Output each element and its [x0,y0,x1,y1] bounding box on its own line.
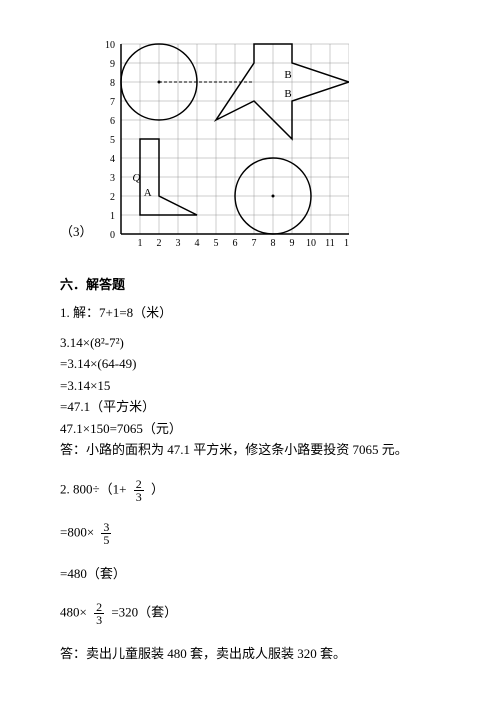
frac2-num: 3 [101,521,111,534]
fraction-3: 2 3 [94,601,104,626]
svg-text:6: 6 [110,116,115,127]
svg-text:3: 3 [175,238,180,249]
q2-l1-prefix: 2. 800÷（1+ [60,481,126,496]
frac3-den: 3 [94,614,104,626]
q2-line1: 2. 800÷（1+ 2 3 ） [60,478,440,503]
svg-text:1: 1 [110,211,115,222]
svg-text:5: 5 [213,238,218,249]
q1-line3: =3.14×(64-49) [60,354,440,374]
svg-text:1: 1 [137,238,142,249]
svg-text:12: 12 [344,238,349,249]
q2-l4-pre: 480× [60,604,87,619]
q1-line1: 1. 解：7+1=8（米） [60,303,440,323]
frac1-den: 3 [134,491,144,503]
q1-line5: =47.1（平方米） [60,397,440,417]
svg-text:7: 7 [251,238,256,249]
q1-line2: 3.14×(8²-7²) [60,333,440,353]
svg-text:10: 10 [105,40,115,51]
svg-text:B: B [284,69,291,81]
svg-text:6: 6 [232,238,237,249]
q2-l4-post: =320（套） [111,604,177,619]
q1-line4: =3.14×15 [60,376,440,396]
svg-text:0: 0 [110,230,115,241]
svg-text:9: 9 [110,59,115,70]
fraction-1: 2 3 [134,478,144,503]
frac1-num: 2 [134,478,144,491]
grid-figure: 123456789101112012345678910AQBB [99,40,349,250]
svg-text:A: A [143,187,151,199]
svg-text:9: 9 [289,238,294,249]
svg-text:3: 3 [110,173,115,184]
q2-answer: 答：卖出儿童服装 480 套，卖出成人服装 320 套。 [60,644,440,664]
svg-text:11: 11 [325,238,335,249]
q2-line2: =800× 3 5 [60,521,440,546]
frac2-den: 5 [101,534,111,546]
q1-line6: 47.1×150=7065（元） [60,419,440,439]
section-heading: 六．解答题 [60,274,440,293]
svg-text:B: B [284,88,291,100]
q2-line3: =480（套） [60,564,440,584]
svg-text:4: 4 [194,238,199,249]
svg-text:2: 2 [110,192,115,203]
svg-text:2: 2 [156,238,161,249]
svg-text:8: 8 [110,78,115,89]
figure-label: （3） [60,221,93,240]
q1-answer: 答：小路的面积为 47.1 平方米，修这条小路要投资 7065 元。 [60,440,440,460]
svg-text:Q: Q [132,172,140,184]
q1-block: 1. 解：7+1=8（米） 3.14×(8²-7²) =3.14×(64-49)… [60,303,440,460]
q2-block: 2. 800÷（1+ 2 3 ） =800× 3 5 =480（套） 480× … [60,478,440,664]
fraction-2: 3 5 [101,521,111,546]
svg-text:8: 8 [270,238,275,249]
q2-l1-suffix: ） [151,481,164,496]
q2-l2-pre: =800× [60,524,94,539]
figure-block: （3） 123456789101112012345678910AQBB [60,40,440,250]
svg-text:4: 4 [110,154,115,165]
svg-text:7: 7 [110,97,115,108]
svg-text:10: 10 [306,238,316,249]
svg-text:5: 5 [110,135,115,146]
q2-line4: 480× 2 3 =320（套） [60,601,440,626]
